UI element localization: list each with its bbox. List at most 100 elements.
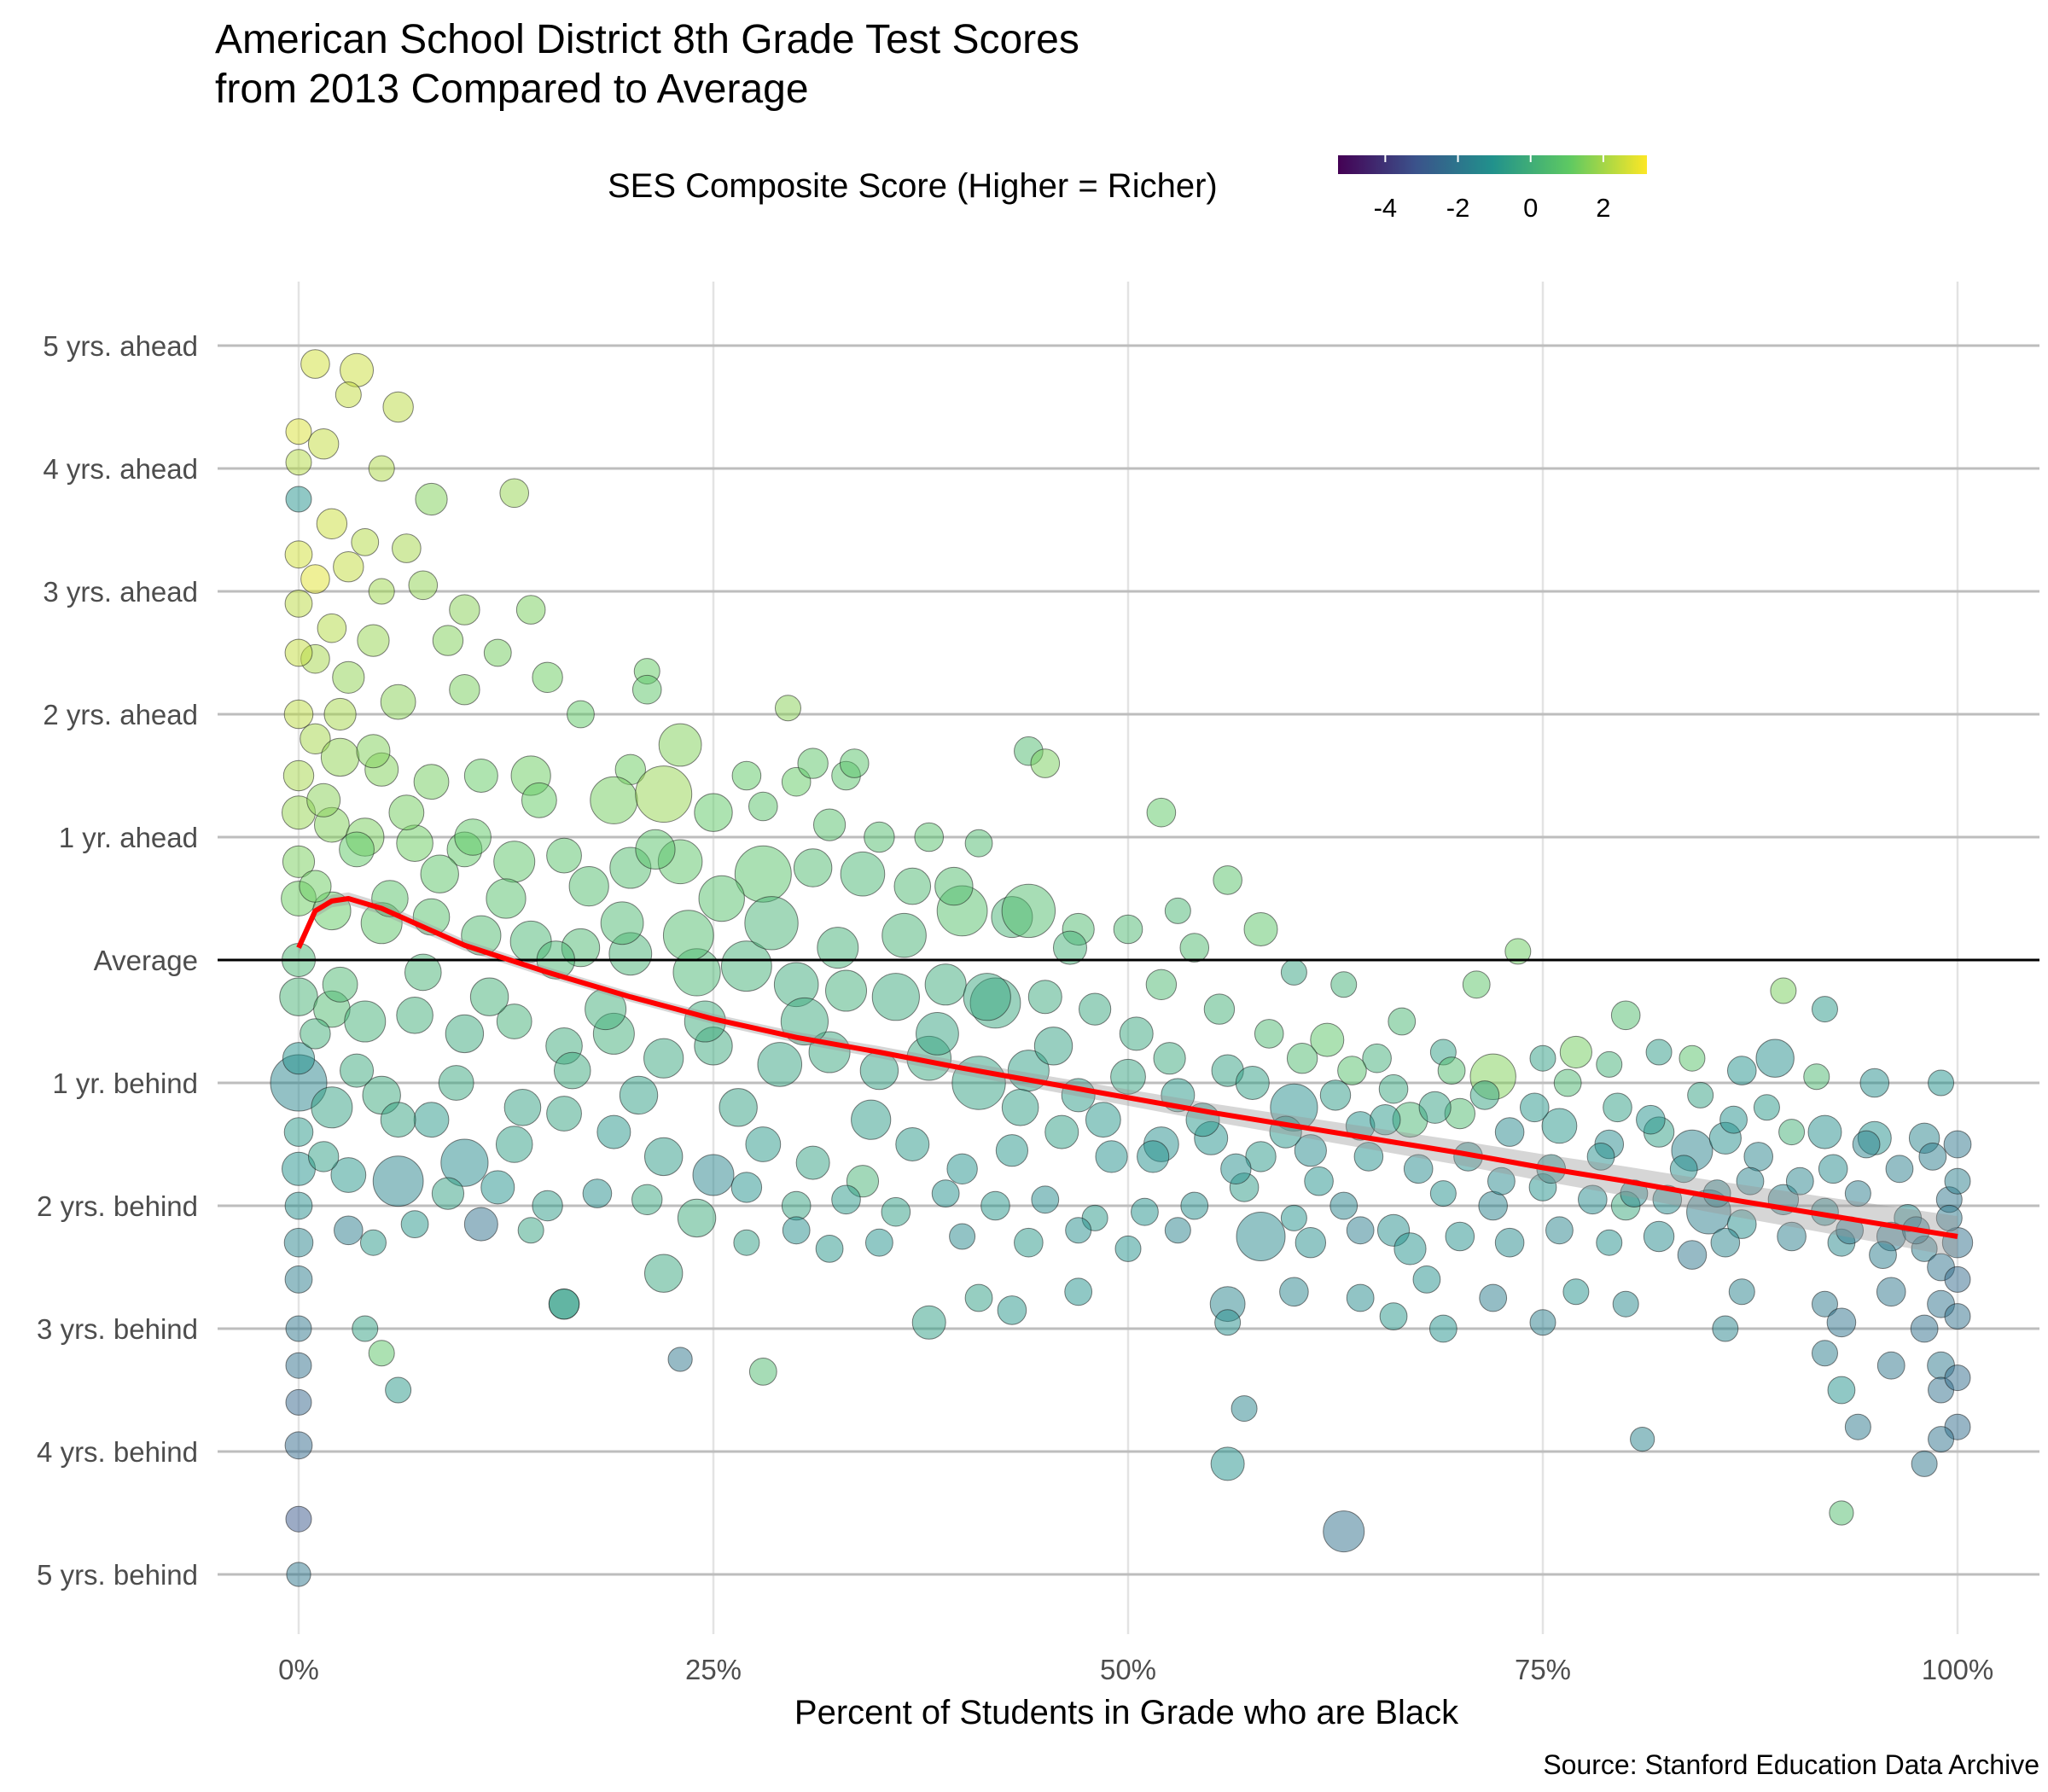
data-point [1203,993,1236,1025]
data-point [284,590,313,618]
data-point [1869,1241,1897,1269]
data-point [1596,1229,1623,1256]
data-point [733,1229,760,1256]
data-point [1113,914,1143,945]
data-point [1319,1079,1352,1111]
data-point [1403,1154,1434,1184]
data-point [1777,1221,1807,1252]
data-point [357,624,390,657]
data-point [1243,912,1278,946]
data-point [1378,1073,1409,1104]
data-point [1388,1007,1417,1036]
data-point [339,831,375,868]
data-point [282,759,315,792]
data-point [748,1358,777,1386]
data-point [284,1265,313,1294]
data-point [1643,1220,1675,1253]
data-point [871,973,920,1021]
data-point [949,1223,976,1250]
data-point [1393,1232,1427,1265]
data-point [774,695,801,722]
legend-title: SES Composite Score (Higher = Richer) [608,167,1218,205]
data-point [1085,1102,1121,1138]
data-point [1310,1022,1345,1057]
data-point [1928,1069,1955,1097]
data-point [1445,1221,1475,1252]
data-point [1770,977,1797,1004]
data-point [1254,1019,1284,1049]
data-point [553,1051,591,1090]
data-point [415,482,448,516]
data-point [840,851,886,897]
data-point [839,748,870,778]
data-point [781,1190,812,1221]
data-point [1280,1204,1307,1231]
data-point [1612,1290,1639,1318]
data-point [831,1184,861,1215]
source-caption: Source: Stanford Education Data Archive [1543,1749,2039,1780]
data-point [1944,1364,1971,1392]
legend-tick-label: -2 [1446,193,1470,223]
data-point [1928,1426,1955,1453]
data-point [322,966,358,1003]
data-point [1620,1179,1649,1207]
chart-title: American School District 8th Grade Test … [215,15,1079,114]
data-point [454,818,492,856]
data-point [1818,1154,1848,1184]
data-point [438,1065,474,1101]
data-point [964,1283,993,1312]
data-point [995,1134,1029,1167]
data-point [392,533,422,563]
data-point [1504,938,1532,965]
trend-line [296,896,1958,1239]
data-point [300,1018,331,1050]
data-point [1487,1167,1516,1196]
data-point [1079,992,1112,1026]
data-point [1119,1016,1154,1051]
data-point [757,1042,803,1087]
data-point [1110,1058,1146,1095]
data-point [284,1431,313,1460]
data-point [284,638,313,667]
data-point [1827,1376,1856,1405]
data-point [469,977,509,1016]
data-point [963,973,1011,1021]
data-point [1330,971,1358,998]
data-point [368,578,395,605]
data-point [1610,1000,1641,1031]
data-point [495,1126,533,1163]
data-point [730,1172,763,1203]
data-point [1743,1142,1774,1172]
data-point [1479,1283,1508,1312]
data-point [1370,1104,1401,1136]
data-point [380,1102,416,1138]
data-point [1669,1155,1698,1184]
y-tick-label: 4 yrs. behind [37,1436,198,1468]
x-tick-label: 0% [278,1654,319,1685]
data-point [698,875,745,922]
data-point [400,1210,429,1238]
data-point [744,896,799,951]
x-tick-label: 25% [685,1654,742,1685]
data-point [282,1042,316,1075]
data-point [532,661,563,693]
data-point [1559,1035,1592,1069]
data-point [1478,1190,1508,1221]
data-point [1603,1092,1632,1123]
data-point [1214,1309,1242,1336]
data-point [934,866,974,906]
data-point [1826,1307,1857,1338]
data-point [1027,980,1062,1015]
data-point [1811,1290,1838,1318]
data-point [285,1388,312,1416]
data-point [635,829,676,870]
legend-tick-label: 0 [1523,193,1538,223]
data-point [480,1170,515,1205]
data-point [420,854,459,893]
data-point [486,878,527,919]
data-point [307,1141,340,1172]
data-point [546,837,582,874]
data-point [1885,1155,1914,1184]
data-point [1910,1314,1939,1343]
